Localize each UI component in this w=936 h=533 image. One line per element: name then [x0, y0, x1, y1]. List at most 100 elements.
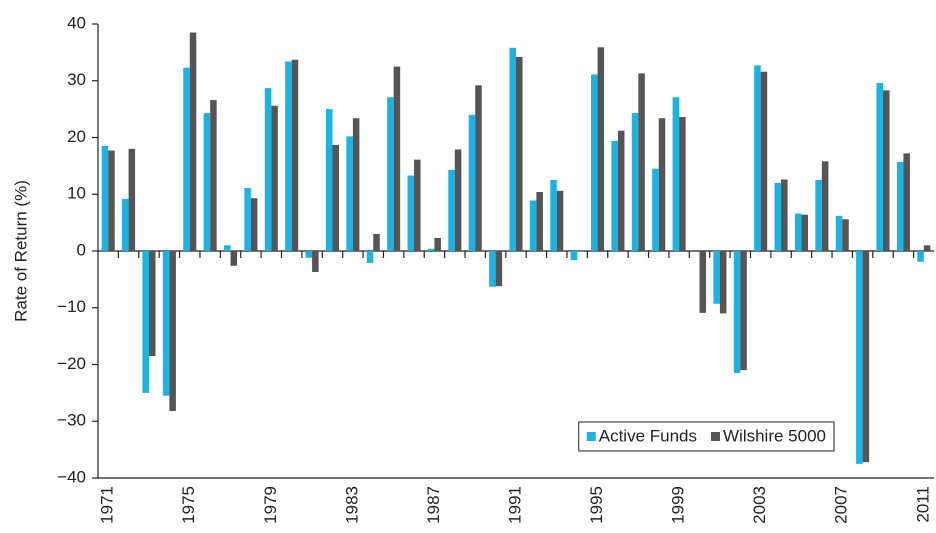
bar [203, 113, 211, 251]
x-tick-label: 2003 [750, 486, 769, 524]
bar [516, 56, 523, 251]
y-axis-label: Rate of Return (%) [11, 180, 30, 322]
bar [142, 251, 149, 393]
y-tick-label: 0 [77, 240, 86, 259]
y-tick-label: 10 [67, 184, 86, 203]
bar [638, 73, 645, 251]
bar [835, 215, 843, 251]
bar [801, 214, 808, 251]
y-tick-label: −30 [57, 411, 86, 430]
bar [679, 117, 686, 251]
bar [427, 248, 435, 251]
bar [148, 251, 156, 356]
bar [495, 251, 503, 287]
bar [896, 161, 904, 251]
x-tick-label: 1991 [505, 486, 524, 524]
bar [169, 251, 176, 412]
bar [468, 114, 476, 251]
bar [250, 198, 258, 251]
bar [556, 190, 564, 251]
y-tick-label: −10 [57, 297, 86, 316]
y-tick-label: 40 [67, 13, 86, 32]
bar [509, 47, 516, 252]
bar [244, 188, 251, 251]
bar [373, 233, 380, 251]
bar [189, 32, 197, 252]
bar [923, 245, 931, 251]
bar [577, 251, 584, 252]
bar [529, 200, 537, 251]
bar [414, 159, 421, 251]
bar [475, 85, 482, 251]
legend-swatch [586, 432, 596, 441]
bar [591, 74, 598, 251]
bar [611, 140, 618, 251]
bar [434, 237, 441, 251]
bar [305, 251, 313, 258]
bar [862, 251, 870, 463]
y-tick-label: −20 [57, 354, 86, 373]
bar [713, 251, 720, 304]
bar [312, 251, 319, 272]
bar [346, 136, 353, 251]
bar [366, 251, 374, 263]
x-tick-label: 1975 [179, 486, 198, 524]
bar [821, 161, 829, 251]
bar [699, 251, 707, 313]
legend-label: Wilshire 5000 [723, 426, 826, 445]
legend: Active Funds Wilshire 5000 [578, 421, 835, 452]
x-tick-label: 1971 [98, 486, 117, 524]
y-tick-label: 20 [67, 127, 86, 146]
bar [652, 168, 659, 251]
x-tick-label: 1987 [424, 486, 443, 524]
bar [122, 198, 129, 251]
bar [740, 251, 747, 371]
bar [128, 148, 136, 251]
bar [387, 97, 394, 252]
bar [264, 88, 272, 251]
bar [101, 146, 109, 251]
bar [876, 83, 884, 252]
bar [210, 100, 217, 251]
bar [672, 97, 680, 252]
bar [407, 175, 415, 251]
bar [454, 149, 462, 251]
y-tick-label: 30 [67, 70, 86, 89]
bar [883, 90, 890, 252]
bar [489, 251, 496, 287]
bar [774, 182, 782, 251]
bar [917, 251, 924, 262]
bar [325, 109, 333, 251]
x-tick-label: 2007 [832, 486, 851, 524]
bar [230, 251, 238, 266]
bar [352, 118, 360, 251]
x-tick-label: 1995 [587, 486, 606, 524]
bar [183, 67, 190, 251]
bar [760, 71, 768, 251]
x-tick-label: 2011 [913, 486, 932, 523]
bar [658, 118, 666, 251]
bar [815, 180, 822, 251]
bar [719, 251, 727, 314]
bar [903, 153, 910, 251]
bar [393, 66, 401, 251]
bar [631, 113, 639, 251]
x-tick-label: 1983 [342, 486, 361, 524]
legend-swatch [711, 432, 720, 441]
bar [285, 61, 292, 251]
bar [617, 130, 625, 251]
bar [856, 251, 863, 464]
bar [108, 150, 115, 251]
bar [291, 59, 299, 251]
bar [842, 219, 849, 251]
bar [550, 180, 557, 251]
x-tick-label: 1979 [261, 486, 280, 524]
bar [570, 251, 578, 261]
bar [754, 65, 761, 252]
bar [597, 47, 605, 251]
y-tick-label: −40 [57, 467, 86, 486]
legend-label: Active Funds [599, 426, 697, 445]
bar [448, 169, 455, 251]
bar [224, 245, 231, 251]
